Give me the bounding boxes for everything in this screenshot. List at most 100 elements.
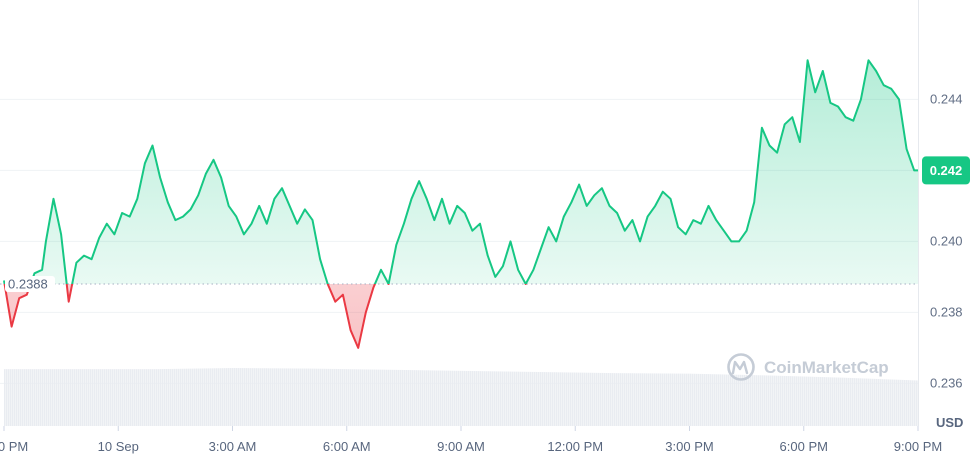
volume-bar bbox=[28, 369, 30, 426]
volume-bar bbox=[820, 377, 822, 426]
volume-bar bbox=[382, 369, 384, 426]
volume-bar bbox=[688, 373, 690, 426]
volume-bars bbox=[4, 368, 918, 426]
x-tick-label: 6:00 PM bbox=[780, 439, 828, 454]
volume-bar bbox=[560, 372, 562, 426]
volume-bar bbox=[684, 373, 686, 426]
volume-bar bbox=[92, 369, 94, 426]
volume-bar bbox=[850, 377, 852, 426]
volume-bar bbox=[840, 377, 842, 426]
volume-bar bbox=[276, 368, 278, 426]
volume-bar bbox=[284, 368, 286, 426]
volume-bar bbox=[46, 369, 48, 426]
volume-bar bbox=[740, 374, 742, 426]
volume-bar bbox=[82, 369, 84, 426]
volume-bar bbox=[746, 374, 748, 426]
volume-bar bbox=[94, 369, 96, 426]
volume-bar bbox=[452, 370, 454, 426]
volume-bar bbox=[6, 369, 8, 426]
volume-bar bbox=[216, 368, 218, 426]
volume-bar bbox=[566, 372, 568, 426]
volume-bar bbox=[910, 380, 912, 426]
volume-bar bbox=[496, 371, 498, 426]
volume-bar bbox=[150, 369, 152, 426]
volume-bar bbox=[672, 373, 674, 426]
volume-bar bbox=[434, 370, 436, 426]
volume-bar bbox=[112, 369, 114, 426]
volume-bar bbox=[654, 373, 656, 426]
volume-bar bbox=[308, 368, 310, 426]
volume-bar bbox=[80, 369, 82, 426]
volume-bar bbox=[338, 369, 340, 426]
volume-bar bbox=[114, 369, 116, 426]
volume-bar bbox=[634, 373, 636, 426]
volume-bar bbox=[204, 368, 206, 426]
volume-bar bbox=[372, 369, 374, 426]
volume-bar bbox=[724, 374, 726, 426]
volume-bar bbox=[414, 370, 416, 426]
volume-bar bbox=[508, 371, 510, 426]
volume-bar bbox=[788, 376, 790, 426]
volume-bar bbox=[428, 370, 430, 426]
volume-bar bbox=[766, 375, 768, 426]
volume-bar bbox=[108, 369, 110, 426]
volume-bar bbox=[182, 368, 184, 426]
currency-unit-label: USD bbox=[936, 415, 963, 430]
volume-bar bbox=[750, 375, 752, 426]
volume-bar bbox=[836, 377, 838, 426]
volume-bar bbox=[448, 370, 450, 426]
volume-bar bbox=[762, 375, 764, 426]
volume-bar bbox=[132, 369, 134, 426]
volume-bar bbox=[842, 377, 844, 426]
volume-bar bbox=[32, 369, 34, 426]
volume-bar bbox=[870, 378, 872, 426]
volume-bar bbox=[674, 373, 676, 426]
y-tick-label: 0.240 bbox=[930, 233, 963, 248]
volume-bar bbox=[280, 368, 282, 426]
volume-bar bbox=[444, 370, 446, 426]
volume-bar bbox=[376, 369, 378, 426]
volume-bar bbox=[864, 378, 866, 426]
current-price-text: 0.242 bbox=[930, 163, 963, 178]
x-tick-label: 9:00 PM bbox=[0, 439, 28, 454]
volume-bar bbox=[358, 369, 360, 426]
volume-bar bbox=[356, 369, 358, 426]
volume-bar bbox=[682, 373, 684, 426]
volume-bar bbox=[156, 369, 158, 426]
volume-bar bbox=[562, 372, 564, 426]
volume-bar bbox=[488, 371, 490, 426]
volume-bar bbox=[574, 372, 576, 426]
volume-bar bbox=[866, 378, 868, 426]
volume-bar bbox=[814, 376, 816, 426]
volume-bar bbox=[638, 373, 640, 426]
volume-bar bbox=[506, 371, 508, 426]
volume-bar bbox=[394, 369, 396, 426]
volume-bar bbox=[598, 372, 600, 426]
volume-bar bbox=[38, 369, 40, 426]
volume-bar bbox=[190, 368, 192, 426]
volume-bar bbox=[14, 369, 16, 426]
volume-bar bbox=[514, 371, 516, 426]
volume-bar bbox=[712, 374, 714, 426]
volume-bar bbox=[104, 369, 106, 426]
volume-bar bbox=[100, 369, 102, 426]
volume-bar bbox=[614, 373, 616, 426]
volume-bar bbox=[584, 372, 586, 426]
volume-bar bbox=[528, 371, 530, 426]
volume-bar bbox=[884, 379, 886, 426]
volume-bar bbox=[226, 368, 228, 426]
volume-bar bbox=[244, 368, 246, 426]
volume-bar bbox=[186, 368, 188, 426]
volume-bar bbox=[238, 368, 240, 426]
coinmarketcap-watermark: CoinMarketCap bbox=[727, 353, 889, 381]
volume-bar bbox=[856, 378, 858, 426]
current-price-badge: 0.242 bbox=[922, 156, 970, 185]
volume-bar bbox=[658, 373, 660, 426]
volume-bar bbox=[590, 372, 592, 426]
volume-bar bbox=[222, 368, 224, 426]
volume-bar bbox=[586, 372, 588, 426]
volume-bar bbox=[536, 371, 538, 426]
volume-bar bbox=[878, 379, 880, 426]
